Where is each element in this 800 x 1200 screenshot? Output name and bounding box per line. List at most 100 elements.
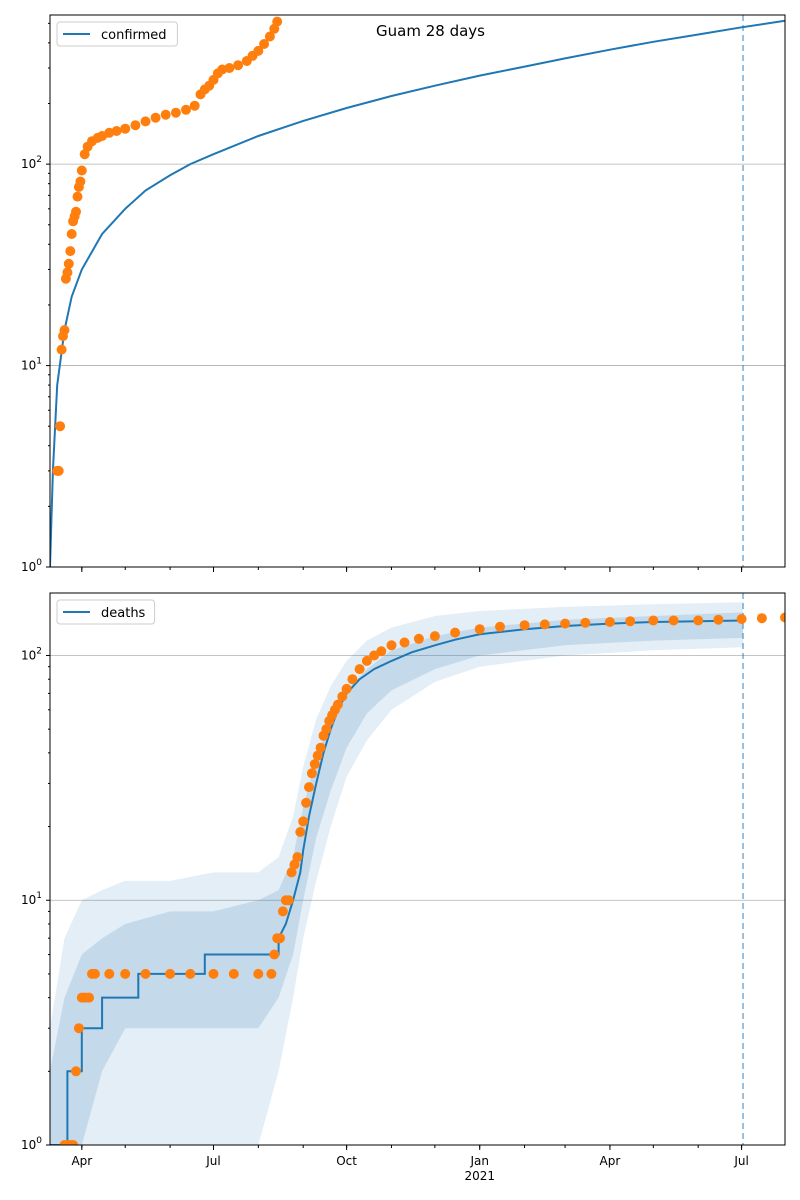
observed-point — [120, 123, 131, 134]
observed-point — [111, 126, 122, 136]
observed-point — [56, 344, 67, 355]
x-tick-label: Jul — [733, 1154, 748, 1168]
observed-point — [399, 637, 410, 648]
observed-point — [233, 60, 244, 71]
observed-point — [429, 631, 440, 642]
y-tick-label: 101 — [21, 891, 42, 907]
observed-point — [259, 39, 270, 49]
observed-point — [277, 906, 288, 917]
observed-point — [71, 206, 81, 217]
y-tick-exponent: 0 — [36, 558, 42, 568]
y-tick-exponent: 0 — [36, 1136, 42, 1146]
observed-point — [150, 112, 161, 123]
observed-point — [272, 16, 283, 27]
x-tick-label: Jul — [205, 1154, 220, 1168]
observed-point — [53, 465, 64, 476]
observed-point — [539, 619, 550, 630]
observed-point — [341, 683, 352, 694]
observed-point — [170, 107, 181, 118]
observed-point — [120, 968, 131, 979]
y-tick-label: 100 — [21, 558, 42, 574]
y-tick-label: 102 — [21, 646, 42, 662]
observed-point — [160, 109, 171, 120]
observed-point — [266, 968, 277, 979]
observed-point — [71, 1066, 81, 1077]
model-line — [50, 619, 744, 1145]
observed-point — [332, 699, 343, 710]
observed-point — [79, 149, 90, 160]
observed-point — [68, 1140, 79, 1145]
observed-point — [165, 968, 176, 979]
observed-point — [693, 615, 704, 626]
observed-point — [286, 867, 297, 878]
observed-point — [560, 618, 571, 629]
observed-point — [63, 258, 74, 269]
legend-label: confirmed — [101, 28, 167, 43]
y-tick-exponent: 1 — [36, 891, 42, 901]
observed-point — [59, 325, 70, 336]
observed-point — [495, 621, 505, 632]
observed-point — [292, 852, 303, 863]
plot-area — [50, 593, 785, 1145]
observed-point — [354, 664, 365, 675]
observed-point — [65, 246, 76, 257]
y-tick-exponent: 2 — [36, 646, 42, 656]
uncertainty-band-outer — [50, 602, 743, 1145]
observed-point — [84, 992, 95, 1003]
observed-point — [104, 968, 115, 979]
x-tick-label: Jan — [469, 1154, 489, 1168]
observed-point — [253, 45, 264, 56]
observed-point — [337, 691, 348, 702]
plot-area — [50, 15, 785, 567]
observed-point — [519, 620, 530, 631]
observed-point — [89, 968, 100, 979]
observed-point — [130, 120, 141, 131]
observed-point — [62, 267, 73, 278]
observed-point — [224, 63, 235, 73]
model-line — [50, 19, 785, 567]
observed-point — [140, 968, 151, 979]
observed-point — [72, 191, 83, 202]
axes-frame — [49, 14, 786, 568]
observed-point — [269, 949, 280, 960]
observed-point — [283, 895, 294, 906]
y-tick-exponent: 2 — [36, 155, 42, 165]
observed-point — [304, 782, 314, 793]
observed-point — [66, 229, 77, 239]
observed-point — [580, 617, 591, 628]
uncertainty-band-inner — [50, 612, 743, 1145]
observed-point — [321, 724, 332, 735]
observed-point — [73, 1023, 84, 1034]
observed-point — [275, 933, 285, 944]
observed-point — [312, 750, 323, 761]
observed-point — [189, 100, 200, 111]
y-tick-exponent: 1 — [36, 357, 42, 367]
observed-point — [309, 759, 320, 770]
observed-point — [736, 614, 747, 624]
observed-point — [140, 116, 151, 127]
observed-point — [298, 816, 309, 827]
observed-point — [756, 613, 767, 624]
x-tick-label: Apr — [71, 1154, 92, 1168]
legend-box — [56, 21, 178, 47]
observed-point — [625, 616, 636, 627]
observed-point — [474, 624, 485, 635]
observed-point — [376, 646, 387, 657]
observed-point — [75, 176, 86, 187]
legend-box — [56, 599, 156, 625]
x-tick-sublabel: 2021 — [464, 1169, 495, 1183]
observed-point — [315, 742, 326, 753]
observed-point — [413, 633, 424, 644]
observed-point — [253, 968, 264, 979]
observed-point — [181, 104, 191, 115]
observed-point — [713, 614, 724, 625]
observed-point — [55, 421, 66, 432]
observed-point — [264, 31, 275, 42]
observed-point — [295, 827, 306, 837]
x-tick-label: Apr — [600, 1154, 621, 1168]
observed-point — [208, 968, 219, 979]
